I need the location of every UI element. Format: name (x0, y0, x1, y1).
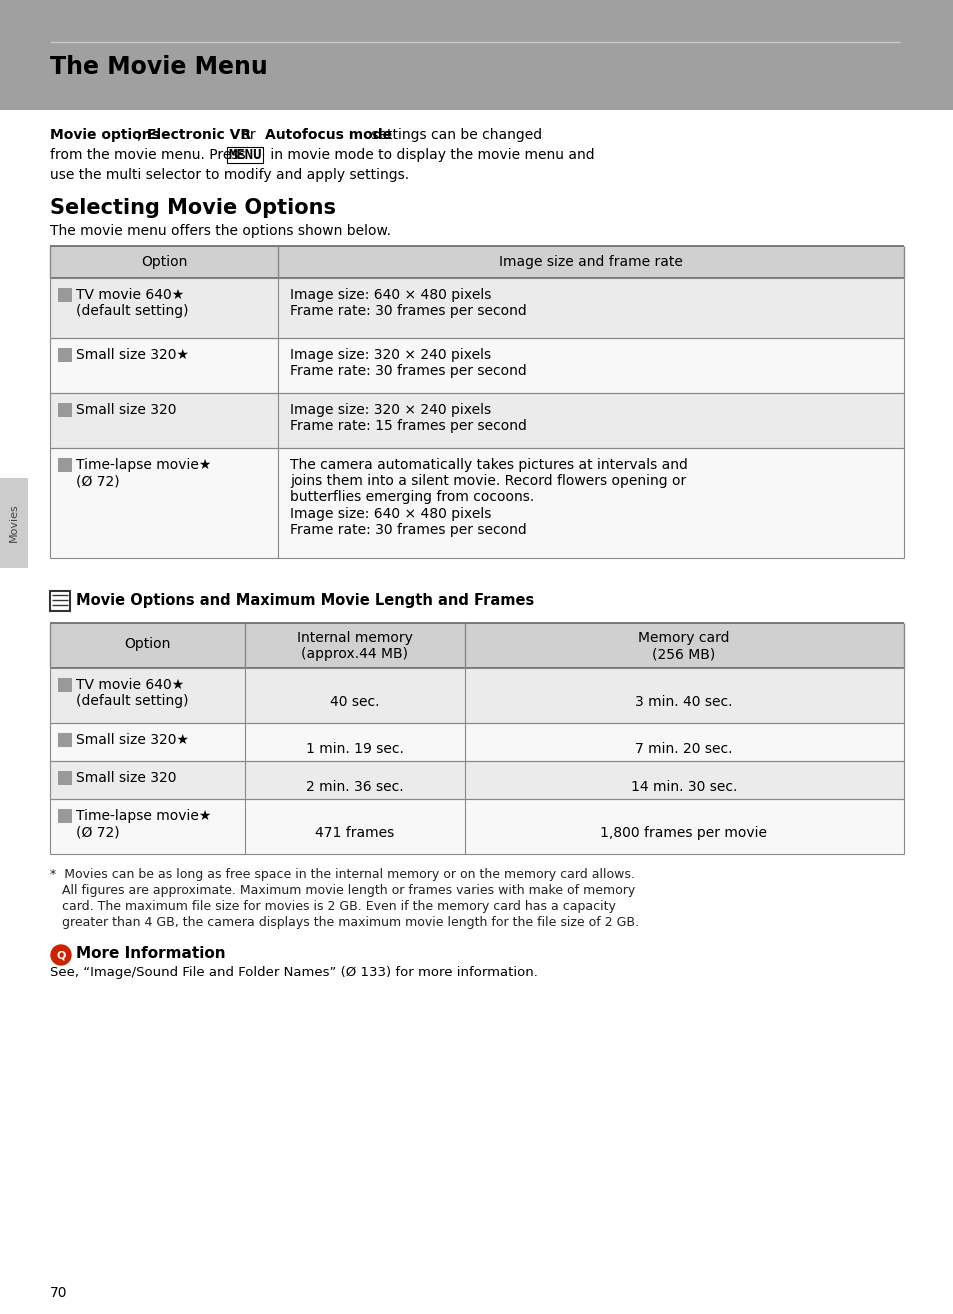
Bar (50, 591, 70, 611)
Text: in movie mode to display the movie menu and: in movie mode to display the movie menu … (266, 148, 594, 162)
Bar (0, 0, 953, 110)
Text: Small size 320★: Small size 320★ (76, 348, 189, 361)
Text: 1 min. 19 sec.: 1 min. 19 sec. (306, 742, 403, 756)
Bar (58, 459, 71, 472)
Text: 2 min. 36 sec.: 2 min. 36 sec. (306, 781, 403, 794)
Text: Time-lapse movie★
(Ø 72): Time-lapse movie★ (Ø 72) (76, 809, 212, 840)
Bar (50, 668, 903, 723)
Text: 14 min. 30 sec.: 14 min. 30 sec. (630, 781, 737, 794)
Text: The camera automatically takes pictures at intervals and
joins them into a silen: The camera automatically takes pictures … (290, 459, 687, 537)
Text: Movie options: Movie options (50, 127, 160, 142)
Text: 1,800 frames per movie: 1,800 frames per movie (599, 827, 767, 840)
Text: Image size: 320 × 240 pixels
Frame rate: 15 frames per second: Image size: 320 × 240 pixels Frame rate:… (290, 403, 526, 434)
Text: 70: 70 (50, 1286, 68, 1300)
Text: The movie menu offers the options shown below.: The movie menu offers the options shown … (50, 223, 391, 238)
Text: card. The maximum file size for movies is 2 GB. Even if the memory card has a ca: card. The maximum file size for movies i… (50, 900, 616, 913)
Text: The Movie Menu: The Movie Menu (50, 55, 268, 79)
Text: Image size: 320 × 240 pixels
Frame rate: 30 frames per second: Image size: 320 × 240 pixels Frame rate:… (290, 348, 526, 378)
Text: 471 frames: 471 frames (315, 827, 395, 840)
Text: Internal memory
(approx.44 MB): Internal memory (approx.44 MB) (296, 631, 413, 661)
Bar (50, 761, 903, 799)
Text: Small size 320: Small size 320 (76, 403, 176, 417)
Text: Movie Options and Maximum Movie Length and Frames: Movie Options and Maximum Movie Length a… (76, 593, 534, 608)
Text: More Information: More Information (76, 946, 226, 961)
Text: MENU: MENU (228, 148, 261, 162)
Bar (0, 478, 28, 568)
Bar (58, 348, 71, 361)
Bar (50, 338, 903, 393)
Text: Electronic VR: Electronic VR (147, 127, 251, 142)
Bar (58, 809, 71, 823)
Text: ,: , (137, 127, 146, 142)
Text: *  Movies can be as long as free space in the internal memory or on the memory c: * Movies can be as long as free space in… (50, 869, 634, 880)
Text: TV movie 640★
(default setting): TV movie 640★ (default setting) (76, 288, 189, 318)
Bar (50, 279, 903, 338)
Text: Time-lapse movie★
(Ø 72): Time-lapse movie★ (Ø 72) (76, 459, 212, 489)
Text: Image size: 640 × 480 pixels
Frame rate: 30 frames per second: Image size: 640 × 480 pixels Frame rate:… (290, 288, 526, 318)
Text: TV movie 640★
(default setting): TV movie 640★ (default setting) (76, 678, 189, 708)
Text: Small size 320: Small size 320 (76, 771, 176, 784)
Text: All figures are approximate. Maximum movie length or frames varies with make of : All figures are approximate. Maximum mov… (50, 884, 635, 897)
Text: settings can be changed: settings can be changed (367, 127, 541, 142)
Bar (58, 678, 71, 692)
Bar (50, 623, 903, 668)
Text: Small size 320★: Small size 320★ (76, 733, 189, 746)
Text: from the movie menu. Press: from the movie menu. Press (50, 148, 250, 162)
Bar (58, 733, 71, 746)
Text: See, “Image/Sound File and Folder Names” (Ø 133) for more information.: See, “Image/Sound File and Folder Names”… (50, 966, 537, 979)
Text: greater than 4 GB, the camera displays the maximum movie length for the file siz: greater than 4 GB, the camera displays t… (50, 916, 639, 929)
Text: Memory card
(256 MB): Memory card (256 MB) (638, 631, 729, 661)
Text: 7 min. 20 sec.: 7 min. 20 sec. (635, 742, 732, 756)
Text: Movies: Movies (9, 503, 19, 543)
Text: use the multi selector to modify and apply settings.: use the multi selector to modify and app… (50, 168, 409, 183)
Bar (50, 448, 903, 558)
Bar (58, 403, 71, 417)
Text: Option: Option (141, 255, 187, 269)
Text: Autofocus mode: Autofocus mode (265, 127, 392, 142)
Text: Q: Q (56, 950, 66, 961)
Text: Option: Option (124, 637, 170, 650)
Bar (58, 771, 71, 784)
Circle shape (51, 945, 71, 964)
Bar (50, 246, 903, 279)
Text: 3 min. 40 sec.: 3 min. 40 sec. (635, 695, 732, 710)
Text: Selecting Movie Options: Selecting Movie Options (50, 198, 335, 218)
Bar (50, 799, 903, 854)
Bar (50, 393, 903, 448)
Bar (50, 723, 903, 761)
Text: 40 sec.: 40 sec. (330, 695, 379, 710)
Text: or: or (236, 127, 260, 142)
Text: Image size and frame rate: Image size and frame rate (498, 255, 682, 269)
Bar (58, 288, 71, 302)
